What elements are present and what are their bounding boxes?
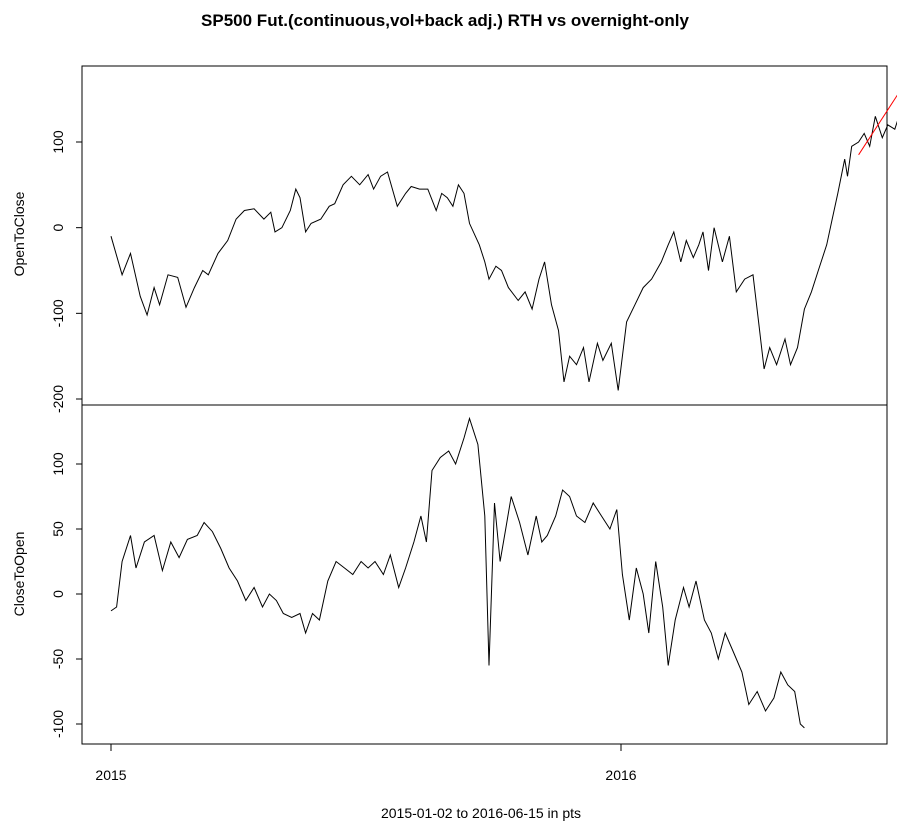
x-axis: 2015 2016 xyxy=(95,743,637,783)
y-tick-label: 0 xyxy=(50,590,66,598)
x-tick-label: 2015 xyxy=(95,767,126,783)
panel-close-to-open: -100 -50 0 50 100 xyxy=(50,416,805,738)
panel-open-to-close: -200 -100 0 100 xyxy=(50,94,897,413)
y-tick-label: -50 xyxy=(50,649,66,669)
y-axis-label-close-to-open: CloseToOpen xyxy=(11,532,27,617)
series-line xyxy=(110,416,805,729)
y-axis-label-open-to-close: OpenToClose xyxy=(11,191,27,276)
y-tick-label: -100 xyxy=(50,710,66,738)
y-tick-label: -200 xyxy=(50,385,66,413)
series-line xyxy=(110,116,897,391)
series-line xyxy=(858,94,897,156)
y-tick-label: 100 xyxy=(50,130,66,154)
x-axis-label: 2015-01-02 to 2016-06-15 in pts xyxy=(381,805,581,821)
chart-title: SP500 Fut.(continuous,vol+back adj.) RTH… xyxy=(201,11,689,30)
y-tick-label: 0 xyxy=(50,224,66,232)
y-tick-label: -100 xyxy=(50,299,66,327)
y-tick-label: 100 xyxy=(50,452,66,476)
x-tick-label: 2016 xyxy=(605,767,636,783)
y-tick-label: 50 xyxy=(50,521,66,537)
